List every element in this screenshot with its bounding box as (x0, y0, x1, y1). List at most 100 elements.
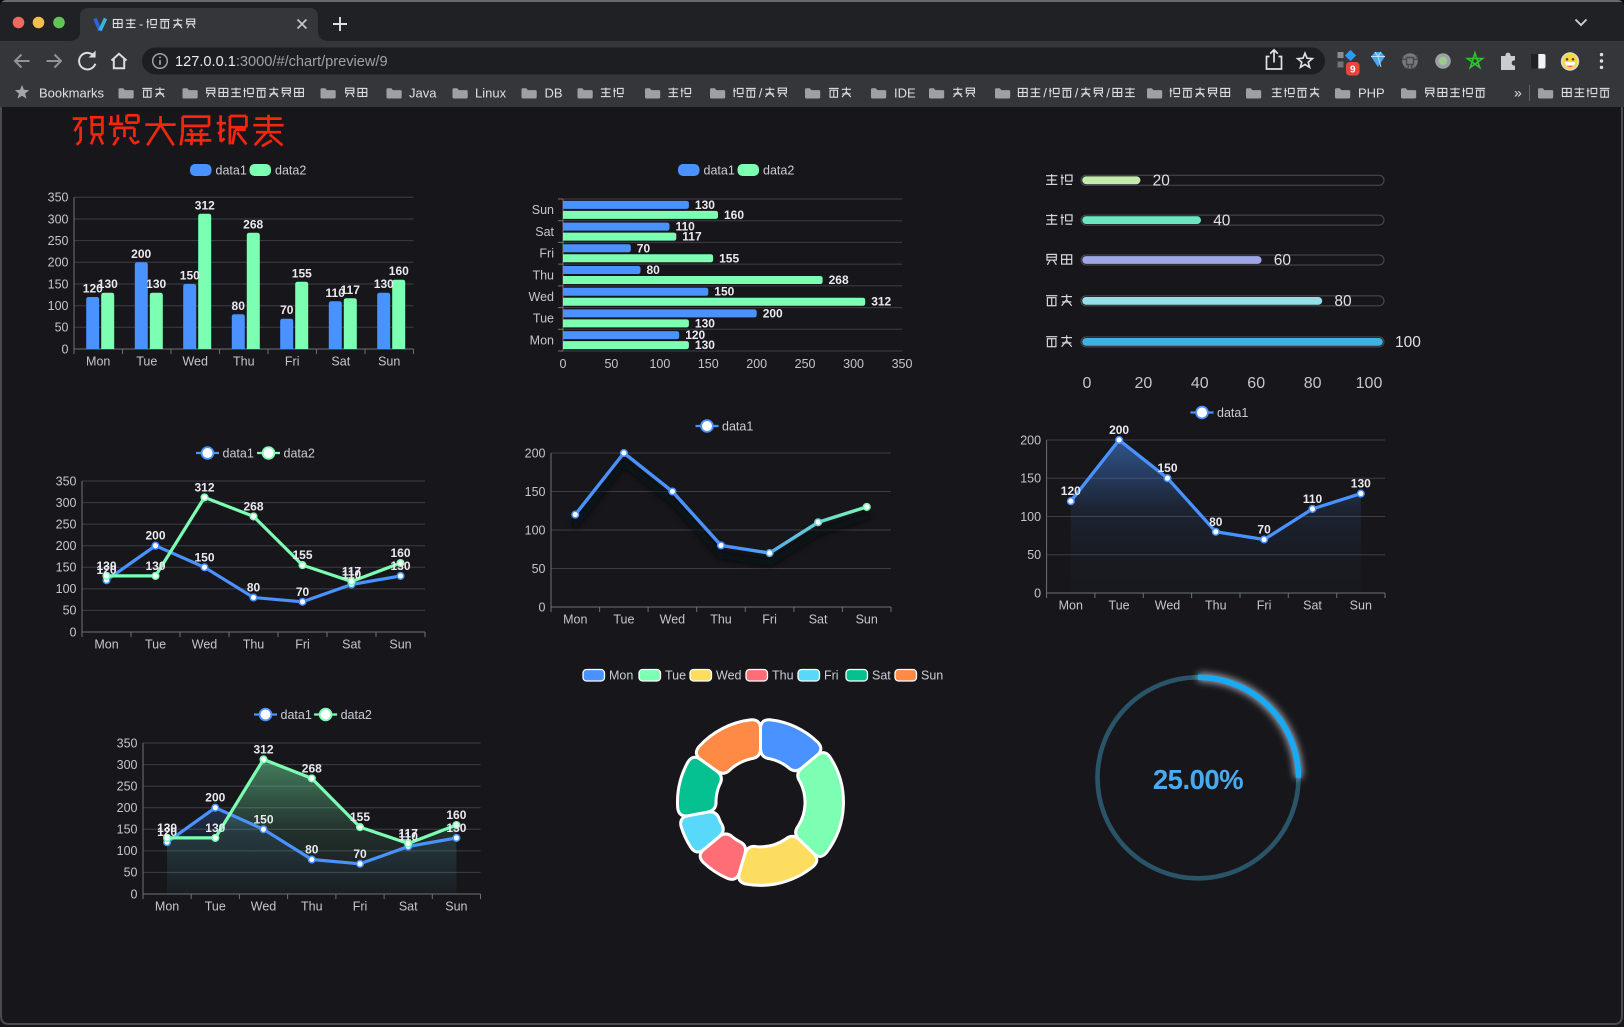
svg-text:Mon: Mon (609, 669, 633, 683)
svg-text:Tue: Tue (136, 355, 157, 369)
svg-text:200: 200 (56, 539, 77, 553)
svg-text:150: 150 (180, 269, 200, 283)
svg-text:Thu: Thu (1205, 599, 1227, 613)
svg-text:Fri: Fri (762, 613, 777, 627)
svg-text:»: » (1514, 85, 1522, 101)
svg-text:Mon: Mon (86, 355, 110, 369)
svg-text:200: 200 (525, 446, 546, 460)
svg-text:80: 80 (1304, 375, 1322, 392)
svg-text:110: 110 (399, 830, 419, 844)
svg-text:Wed: Wed (192, 638, 218, 652)
svg-text:Thu: Thu (243, 638, 265, 652)
svg-text:120: 120 (685, 328, 705, 342)
svg-text:40: 40 (1213, 212, 1231, 229)
svg-text:Fri: Fri (824, 669, 839, 683)
svg-text:150: 150 (1157, 461, 1177, 475)
svg-text:data2: data2 (284, 446, 315, 460)
svg-text:/: / (1075, 85, 1079, 100)
svg-text:80: 80 (1209, 515, 1223, 529)
svg-text:0: 0 (539, 600, 546, 614)
svg-text:80: 80 (232, 299, 246, 313)
svg-text:Sat: Sat (1303, 599, 1322, 613)
svg-text:50: 50 (1027, 548, 1041, 562)
svg-text:0: 0 (560, 357, 567, 371)
svg-text:200: 200 (1109, 423, 1129, 437)
svg-text:50: 50 (63, 604, 77, 618)
svg-text:100: 100 (1356, 375, 1383, 392)
svg-text:data1: data1 (223, 446, 254, 460)
svg-text:Wed: Wed (529, 290, 555, 304)
svg-text:Sun: Sun (389, 638, 411, 652)
svg-text:130: 130 (145, 559, 165, 573)
svg-text:Thu: Thu (233, 355, 255, 369)
svg-text:Java: Java (409, 85, 437, 100)
svg-text:250: 250 (56, 517, 77, 531)
svg-text:Sat: Sat (342, 638, 361, 652)
svg-text:Tue: Tue (533, 312, 554, 326)
svg-text:300: 300 (117, 758, 138, 772)
svg-text:130: 130 (96, 559, 116, 573)
svg-text:155: 155 (719, 251, 739, 265)
svg-text:110: 110 (326, 286, 346, 300)
svg-text:300: 300 (56, 496, 77, 510)
svg-text:200: 200 (48, 256, 69, 270)
svg-text:80: 80 (247, 581, 261, 595)
svg-text:268: 268 (243, 499, 263, 513)
svg-text:150: 150 (1020, 472, 1041, 486)
svg-text:110: 110 (1303, 492, 1323, 506)
svg-text:Wed: Wed (1155, 599, 1181, 613)
svg-text:Fri: Fri (295, 638, 310, 652)
svg-text:130: 130 (390, 559, 410, 573)
svg-text:300: 300 (843, 357, 864, 371)
svg-text:Tue: Tue (145, 638, 166, 652)
svg-text:120: 120 (96, 563, 116, 577)
svg-text:150: 150 (56, 561, 77, 575)
svg-text:150: 150 (714, 285, 734, 299)
svg-text:data1: data1 (704, 164, 735, 178)
svg-text:100: 100 (56, 582, 77, 596)
svg-text:9: 9 (1350, 65, 1356, 76)
svg-text:312: 312 (871, 295, 891, 309)
svg-text:Tue: Tue (1109, 599, 1130, 613)
svg-text:200: 200 (205, 791, 225, 805)
svg-text:100: 100 (525, 523, 546, 537)
svg-text:Sun: Sun (856, 613, 878, 627)
svg-text:data1: data1 (216, 164, 247, 178)
svg-text:0: 0 (1083, 375, 1092, 392)
svg-text:70: 70 (280, 303, 294, 317)
svg-text:Thu: Thu (532, 268, 554, 282)
svg-text:160: 160 (724, 208, 744, 222)
svg-text:60: 60 (1274, 252, 1292, 269)
svg-text:data2: data2 (341, 708, 372, 722)
svg-text:50: 50 (532, 562, 546, 576)
svg-text:110: 110 (342, 568, 362, 582)
svg-text:268: 268 (243, 217, 263, 231)
svg-text:130: 130 (695, 338, 715, 352)
svg-text:Thu: Thu (772, 669, 794, 683)
svg-text:80: 80 (647, 263, 661, 277)
svg-text:Linux: Linux (475, 85, 507, 100)
svg-text:PHP: PHP (1358, 85, 1385, 100)
svg-text:/: / (1043, 85, 1047, 100)
svg-text:312: 312 (195, 198, 215, 212)
svg-text:Sun: Sun (921, 669, 943, 683)
svg-text:Wed: Wed (716, 669, 742, 683)
svg-text:250: 250 (48, 234, 69, 248)
svg-text:130: 130 (98, 277, 118, 291)
svg-text:Sun: Sun (445, 900, 467, 914)
svg-text:130: 130 (695, 198, 715, 212)
svg-text:50: 50 (124, 866, 138, 880)
svg-text:350: 350 (56, 474, 77, 488)
svg-text:Mon: Mon (94, 638, 118, 652)
svg-text:250: 250 (117, 779, 138, 793)
svg-text:Wed: Wed (660, 613, 686, 627)
svg-text:130: 130 (146, 277, 166, 291)
svg-text:160: 160 (390, 546, 410, 560)
svg-text:130: 130 (157, 821, 177, 835)
svg-text:Mon: Mon (563, 613, 587, 627)
svg-text:Sat: Sat (399, 900, 418, 914)
svg-text:200: 200 (1020, 433, 1041, 447)
svg-text:300: 300 (48, 212, 69, 226)
svg-text:80: 80 (305, 843, 319, 857)
svg-text:-: - (139, 18, 143, 32)
